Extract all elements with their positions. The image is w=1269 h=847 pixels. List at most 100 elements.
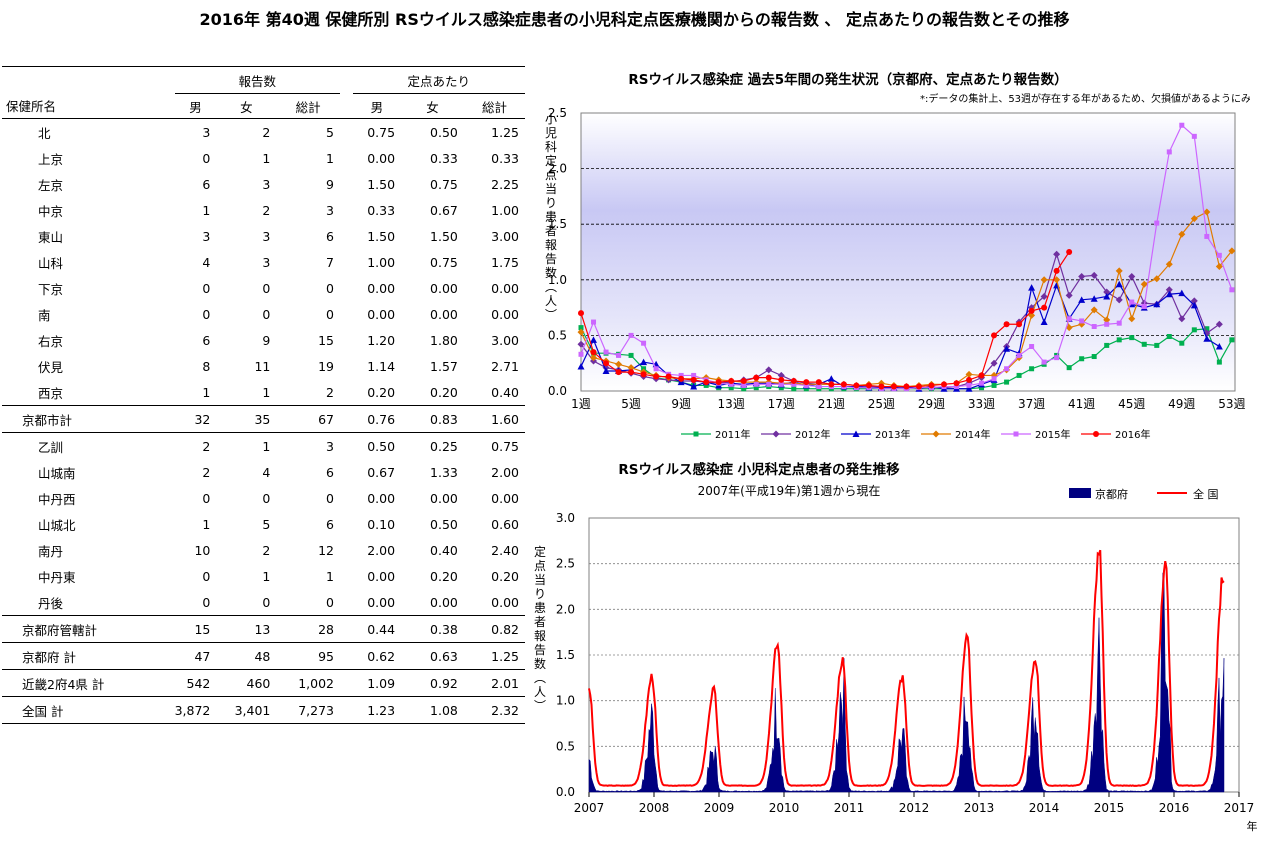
- legend-label: 京都府: [1095, 487, 1128, 501]
- data-point: [1066, 249, 1073, 255]
- row-name: 京都市計: [2, 405, 175, 433]
- row-name: 上京: [38, 151, 64, 167]
- data-point: [1190, 301, 1198, 309]
- data-point: [1203, 335, 1211, 342]
- y-tick-label: 0.5: [556, 739, 575, 753]
- data-point: [615, 360, 623, 368]
- x-tick-label: 9週: [671, 397, 691, 411]
- cell-t: 7: [326, 254, 334, 270]
- data-point: [979, 385, 985, 391]
- cell-pt: 2.40: [491, 542, 519, 558]
- data-point: [1091, 324, 1097, 330]
- cell-f: 11: [254, 358, 271, 374]
- data-point: [1129, 299, 1135, 305]
- table-row: 北 3 2 5 0.75 0.50 1.25: [2, 119, 525, 146]
- data-point: [1003, 321, 1010, 328]
- data-point: [1141, 303, 1147, 309]
- data-point: [653, 373, 660, 380]
- cell-t: 1: [326, 150, 334, 166]
- cell-pf: 1.50: [430, 228, 458, 244]
- cell-pm: 1.09: [352, 669, 402, 697]
- data-point: [772, 430, 780, 438]
- table-row: 左京 6 3 9 1.50 0.75 2.25: [2, 171, 525, 197]
- data-point: [590, 336, 598, 343]
- data-point: [715, 379, 722, 386]
- cell-m: 47: [174, 642, 217, 670]
- data-point: [878, 383, 885, 390]
- legend-label: 2016年: [1115, 428, 1150, 441]
- data-point: [1229, 337, 1235, 343]
- data-point: [1053, 276, 1061, 284]
- data-point: [803, 379, 810, 386]
- cell-m: 2: [202, 464, 211, 480]
- data-point: [1191, 133, 1197, 139]
- data-point: [691, 372, 697, 378]
- cell-m: 15: [174, 615, 217, 643]
- table-row: 乙訓 2 1 3 0.50 0.25 0.75: [2, 432, 525, 459]
- cell-pm: 0.00: [367, 594, 396, 610]
- cell-f: 0: [262, 306, 271, 322]
- row-name: 南丹: [38, 543, 64, 559]
- cell-pf: 0.67: [430, 202, 458, 218]
- data-point: [1115, 296, 1123, 304]
- cell-pm: 0.50: [352, 432, 402, 459]
- col-header-total: 総計: [276, 93, 340, 119]
- table-row: 伏見 8 11 19 1.14 1.57 2.71: [2, 353, 525, 379]
- y-axis-label: 定点当り患者報告数︵人︶: [534, 544, 546, 713]
- cell-t: 2: [326, 384, 334, 400]
- cell-m: 32: [174, 405, 217, 433]
- data-point: [903, 383, 910, 390]
- x-tick-label: 49週: [1168, 397, 1195, 411]
- data-point: [753, 374, 760, 381]
- data-point: [1129, 335, 1135, 341]
- x-tick-label: 2010: [769, 801, 800, 815]
- cell-m: 0: [202, 150, 211, 166]
- data-point: [753, 381, 759, 387]
- cell-m: 0: [202, 280, 211, 296]
- x-tick-label: 17週: [768, 397, 795, 411]
- cell-f: 2: [262, 542, 271, 558]
- data-point: [1154, 220, 1160, 226]
- data-point: [1053, 267, 1060, 274]
- cell-f: 1: [262, 384, 271, 400]
- report-table: 報告数 定点あたり 保健所名 男 女 総計 男 女 総計 北 3 2 5 0.75 0.5…: [2, 66, 525, 724]
- data-point: [1090, 295, 1098, 302]
- cell-m: 8: [202, 358, 211, 374]
- five-year-line-chart: RSウイルス感染症 過去5年間の発生状況（京都府、定点あたり報告数） *:データの…: [545, 71, 1250, 441]
- group-header-reports: 報告数: [174, 66, 340, 94]
- x-tick-label: 2011: [834, 801, 865, 815]
- col-header-name: 保健所名: [2, 93, 175, 119]
- data-point: [777, 371, 785, 379]
- cell-pf: 0.83: [401, 405, 464, 433]
- cell-pf: 0.38: [401, 615, 464, 643]
- data-point: [828, 381, 835, 388]
- cell-t: 67: [276, 405, 340, 433]
- data-point: [1166, 334, 1172, 340]
- data-point: [853, 382, 860, 389]
- data-point: [1054, 355, 1060, 361]
- table-row: 丹後 0 0 0 0.00 0.00 0.00: [2, 589, 525, 616]
- data-point: [1190, 215, 1198, 223]
- col-header-per-female: 女: [401, 93, 464, 119]
- legend-label: 2013年: [875, 428, 910, 441]
- cell-pm: 1.14: [367, 358, 396, 374]
- x-tick-label: 2015: [1094, 801, 1125, 815]
- cell-f: 0: [262, 490, 271, 506]
- x-tick-label: 21週: [818, 397, 845, 411]
- cell-m: 0: [202, 594, 211, 610]
- cell-m: 1: [202, 516, 211, 532]
- cell-pm: 1.00: [367, 254, 396, 270]
- legend-label: 2011年: [715, 428, 750, 441]
- data-point: [690, 376, 697, 383]
- legend-label: 2012年: [795, 428, 830, 441]
- data-point: [965, 385, 973, 392]
- data-point: [1013, 431, 1019, 437]
- cell-m: 4: [202, 254, 211, 270]
- data-point: [628, 352, 634, 358]
- data-point: [966, 382, 972, 388]
- cell-pt: 0.00: [491, 594, 519, 610]
- data-point: [827, 375, 835, 382]
- cell-pm: 0.62: [352, 642, 402, 670]
- x-tick-label: 2014: [1029, 801, 1060, 815]
- data-point: [1165, 260, 1173, 268]
